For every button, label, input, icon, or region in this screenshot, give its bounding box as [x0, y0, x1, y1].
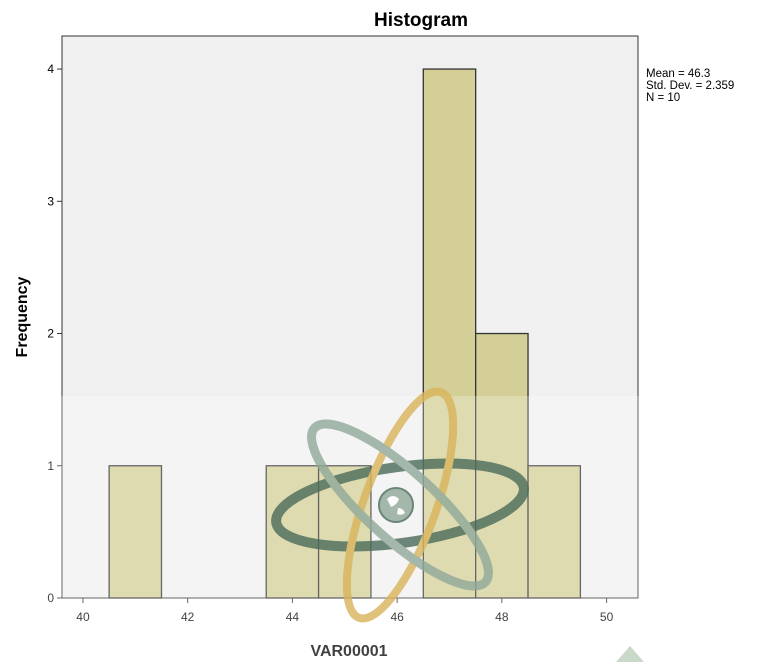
x-tick-label: 44 [286, 610, 300, 624]
atom-globe-logo-icon [271, 387, 529, 623]
y-tick-label: 2 [47, 327, 54, 341]
histogram-bar [108, 465, 163, 599]
y-tick-label: 0 [47, 591, 54, 605]
x-axis-label: VAR00001 [310, 643, 387, 660]
corner-triangle-mark [616, 646, 644, 662]
x-tick-label: 50 [600, 610, 614, 624]
chart-title: Histogram [374, 10, 468, 31]
y-tick-label: 3 [47, 194, 54, 208]
statistics-line: Mean = 46.3 [646, 68, 710, 80]
x-tick-label: 42 [181, 610, 195, 624]
y-axis: 0 1 2 3 4 [47, 62, 62, 605]
x-tick-label: 40 [76, 610, 90, 624]
y-tick-label: 1 [47, 459, 54, 473]
statistics-line: Std. Dev. = 2.359 [646, 80, 734, 92]
y-tick-label: 4 [47, 62, 54, 76]
x-axis: 40 42 44 46 48 50 [76, 598, 614, 624]
y-axis-label: Frequency [14, 276, 31, 357]
statistics-line: N = 10 [646, 92, 680, 104]
x-tick-label: 48 [495, 610, 509, 624]
x-tick-label: 46 [390, 610, 404, 624]
watermark-fade-band [0, 396, 766, 662]
